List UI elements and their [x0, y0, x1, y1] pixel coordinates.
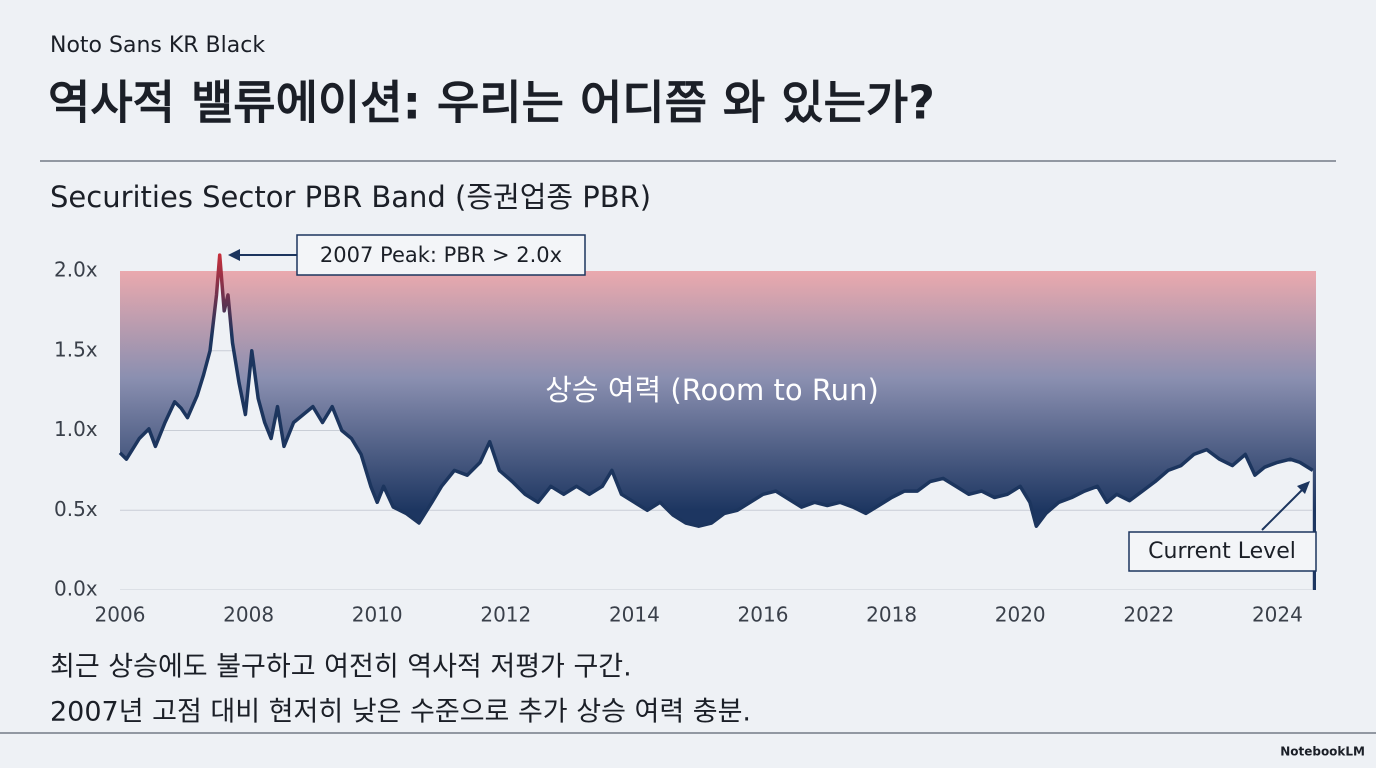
y-tick-label: 1.0x: [54, 417, 98, 441]
footer-line: 최근 상승에도 불구하고 여전히 역사적 저평가 구간.: [50, 652, 632, 683]
x-tick-label: 2022: [1123, 603, 1174, 627]
x-tick-label: 2010: [352, 603, 403, 627]
x-tick-label: 2024: [1252, 603, 1303, 627]
x-tick-label: 2014: [609, 603, 660, 627]
y-tick-label: 0.0x: [54, 577, 98, 601]
chart: 0.0x 0.5x 1.0x 1.5x 2.0x 2006 2008 2010 2012 2014…: [54, 234, 1317, 627]
annotation-arrow: [1261, 487, 1305, 531]
y-tick-label: 0.5x: [54, 497, 98, 521]
brand: NotebookLM: [1280, 745, 1365, 759]
band-label: 상승 여력 (Room to Run): [545, 373, 879, 407]
x-tick-label: 2016: [738, 603, 789, 627]
x-tick-label: 2006: [95, 603, 146, 627]
arrow-head: [228, 249, 240, 261]
current-annotation: Current Level: [1148, 539, 1296, 564]
slide-title: 역사적 밸류에이션: 우리는 어디쯤 와 있는가?: [48, 76, 935, 130]
annotation-box: [296, 234, 586, 276]
pbr-line: [118, 253, 1314, 528]
y-tick-label: 1.5x: [54, 337, 98, 361]
y-tick-label: 2.0x: [54, 258, 98, 282]
peak-annotation: 2007 Peak: PBR > 2.0x: [320, 243, 562, 267]
below-line-fill: [120, 255, 1313, 590]
annotation-box: [1128, 531, 1317, 572]
arrow-head: [1297, 481, 1310, 494]
footer-line: 2007년 고점 대비 현저히 낮은 수준으로 추가 상승 여력 충분.: [50, 697, 751, 728]
font-label: Noto Sans KR Black: [50, 33, 265, 58]
chart-title: Securities Sector PBR Band (증권업종 PBR): [50, 180, 651, 214]
x-tick-label: 2020: [995, 603, 1046, 627]
x-tick-label: 2008: [223, 603, 274, 627]
x-tick-label: 2012: [480, 603, 531, 627]
x-tick-label: 2018: [866, 603, 917, 627]
